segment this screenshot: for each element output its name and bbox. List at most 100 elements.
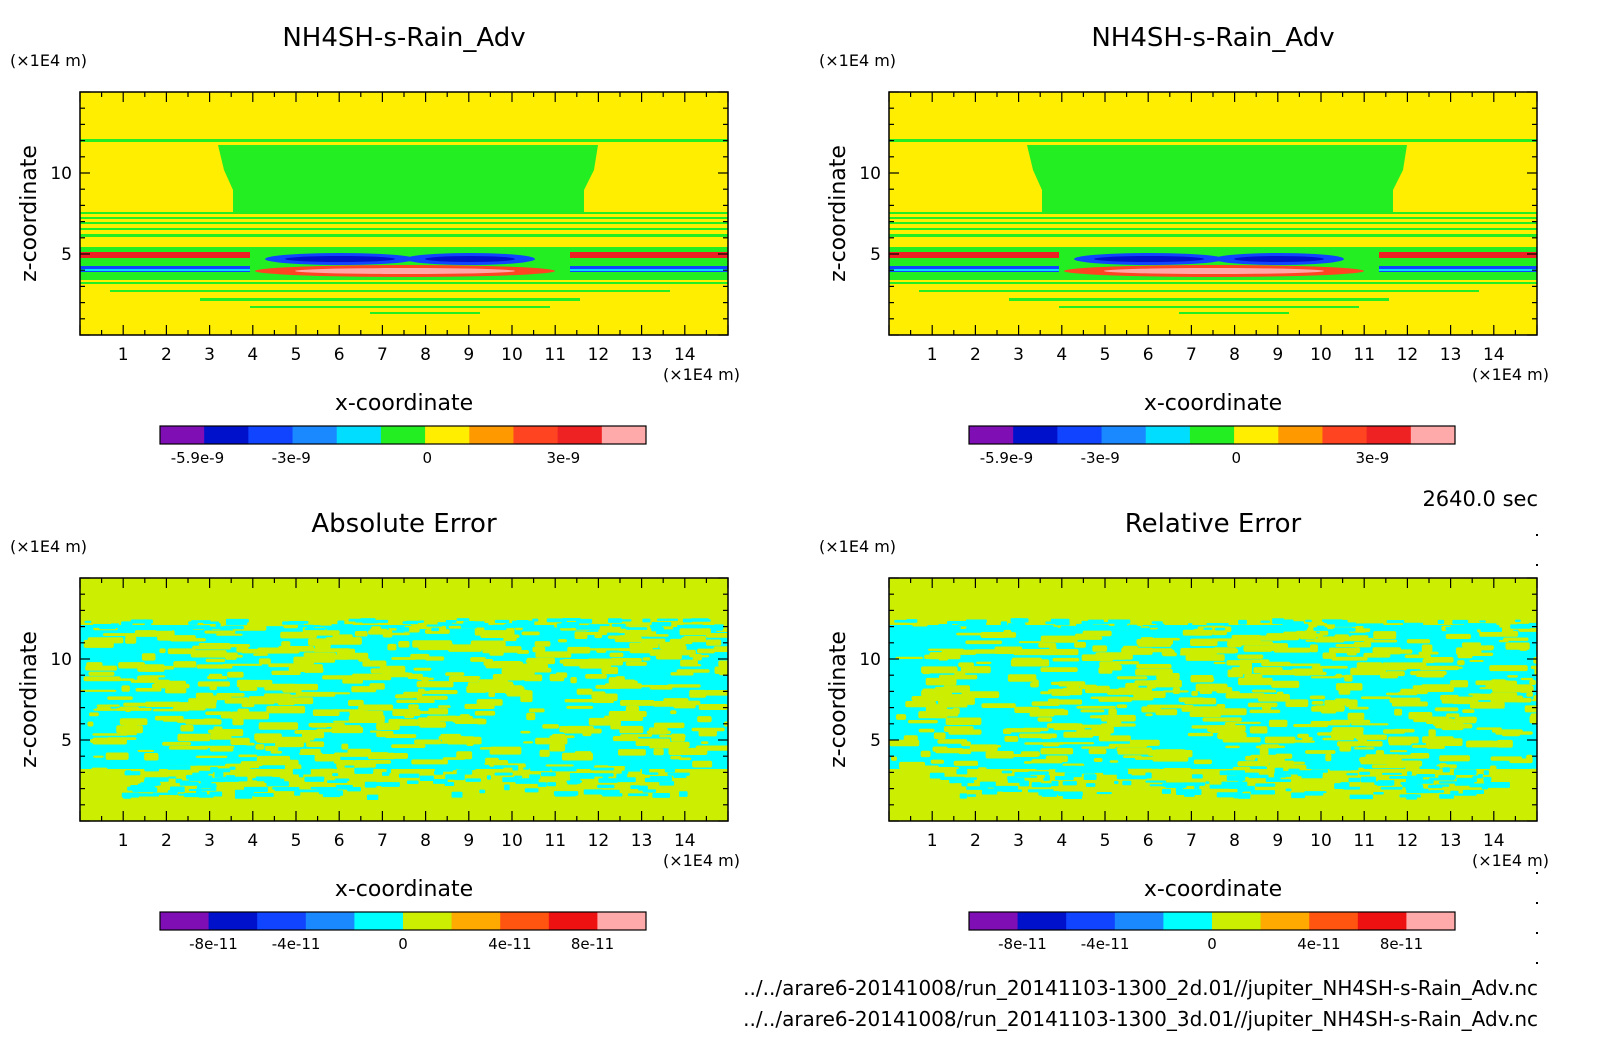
noise-cell — [567, 646, 591, 654]
noise-cell — [1207, 677, 1215, 682]
noise-cell — [1232, 766, 1251, 772]
x-tick-label: 13 — [631, 831, 653, 851]
noise-cell — [959, 793, 968, 799]
noise-cell — [243, 786, 268, 793]
noise-cell — [140, 793, 160, 797]
noise-cell — [173, 661, 197, 668]
noise-cell — [1491, 729, 1523, 733]
noise-cell — [402, 621, 419, 625]
noise-cell — [229, 766, 236, 770]
noise-cell — [1149, 625, 1167, 628]
noise-cell — [1207, 708, 1247, 716]
x-tick-label: 2 — [161, 345, 172, 365]
noise-cell — [124, 708, 132, 712]
noise-cell — [1140, 637, 1154, 640]
noise-cell — [433, 779, 448, 784]
noise-cell — [1214, 627, 1226, 631]
y-unit-label: (×1E4 m) — [10, 51, 87, 70]
noise-cell — [1205, 781, 1210, 784]
noise-cell — [659, 781, 675, 786]
x-tick-label: 6 — [1143, 345, 1154, 365]
noise-cell — [425, 656, 445, 661]
noise-cell — [1045, 621, 1065, 625]
noise-cell — [1498, 639, 1509, 643]
noise-cell — [1350, 635, 1369, 639]
x-tick-label: 10 — [501, 831, 523, 851]
noise-cell — [1116, 704, 1128, 709]
noise-cell — [564, 699, 602, 703]
noise-cell — [418, 620, 425, 623]
noise-cell — [1042, 649, 1079, 656]
noise-cell — [1285, 699, 1309, 707]
noise-cell — [590, 767, 615, 771]
noise-cell — [1202, 717, 1242, 722]
noise-cell — [1339, 743, 1352, 752]
noise-cell — [505, 623, 526, 628]
noise-cell — [1285, 623, 1309, 629]
noise-cell — [324, 626, 342, 629]
noise-cell — [671, 733, 686, 742]
noise-cell — [1406, 794, 1417, 800]
noise-cell — [574, 631, 588, 639]
noise-cell — [1446, 713, 1460, 718]
noise-cell — [1406, 639, 1431, 644]
noise-cell — [668, 747, 708, 756]
noise-cell — [1354, 747, 1375, 750]
noise-cell — [700, 741, 709, 745]
noise-cell — [1014, 706, 1040, 713]
noise-cell — [679, 791, 688, 797]
noise-cell — [918, 728, 935, 733]
noise-cell — [648, 727, 668, 735]
noise-cell — [366, 794, 379, 801]
noise-cell — [451, 791, 463, 798]
noise-cell — [1439, 763, 1447, 766]
noise-cell — [1329, 767, 1340, 770]
noise-cell — [610, 722, 621, 730]
y-unit-label: (×1E4 m) — [819, 537, 896, 556]
noise-cell — [1172, 687, 1181, 695]
noise-cell — [1440, 694, 1459, 701]
noise-cell — [1136, 664, 1172, 669]
noise-cell — [188, 698, 217, 704]
noise-cell — [398, 773, 420, 778]
noise-cell — [1040, 735, 1051, 738]
noise-cell — [175, 683, 185, 691]
noise-cell — [280, 631, 317, 639]
noise-cell — [555, 672, 568, 678]
noise-cell — [292, 768, 311, 775]
noise-cell — [706, 690, 728, 693]
noise-cell — [928, 704, 968, 708]
x-tick-label: 9 — [463, 831, 474, 851]
x-tick-label: 11 — [544, 345, 566, 365]
noise-cell — [1068, 636, 1103, 640]
noise-cell — [216, 692, 245, 697]
noise-cell — [1311, 700, 1324, 705]
noise-cell — [1288, 768, 1300, 773]
noise-cell — [293, 656, 315, 665]
noise-cell — [1035, 765, 1050, 770]
noise-cell — [438, 735, 465, 740]
noise-cell — [135, 688, 162, 692]
noise-cell — [240, 763, 264, 766]
noise-cell — [459, 766, 475, 770]
x-tick-label: 14 — [674, 345, 696, 365]
x-tick-label: 6 — [334, 345, 345, 365]
noise-cell — [396, 627, 410, 632]
noise-cell — [1325, 753, 1332, 762]
noise-cell — [1059, 742, 1095, 745]
noise-cell — [1114, 780, 1119, 785]
noise-cell — [1378, 663, 1407, 671]
colorbar-swatch — [1017, 912, 1067, 930]
noise-cell — [1182, 629, 1209, 636]
noise-cell — [547, 782, 557, 787]
noise-cell — [1394, 708, 1403, 716]
noise-cell — [470, 657, 486, 662]
noise-cell — [1020, 751, 1040, 757]
x-unit-label: (×1E4 m) — [663, 365, 740, 384]
noise-cell — [141, 653, 156, 661]
noise-cell — [347, 699, 364, 706]
noise-cell — [978, 767, 987, 770]
noise-cell — [331, 726, 364, 734]
noise-cell — [1479, 620, 1486, 623]
